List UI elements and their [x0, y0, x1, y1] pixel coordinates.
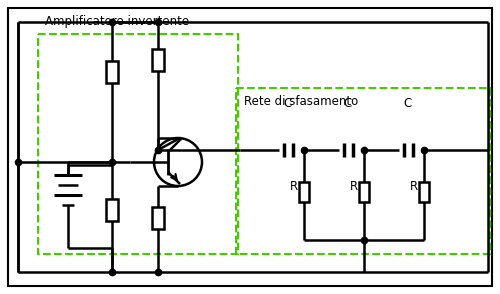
Text: C: C [284, 97, 292, 110]
Text: Rete di sfasamento: Rete di sfasamento [244, 95, 358, 108]
Text: Amplificatore invertente: Amplificatore invertente [45, 15, 189, 28]
Bar [106, 61, 118, 83]
Bar [299, 182, 309, 202]
Text: R: R [350, 180, 358, 193]
Bar [152, 49, 164, 71]
Bar [38, 34, 238, 254]
Text: R: R [290, 180, 298, 193]
Bar [152, 207, 164, 229]
Bar [236, 88, 490, 254]
Bar [419, 182, 429, 202]
Text: C: C [404, 97, 412, 110]
Bar [106, 199, 118, 221]
Text: C: C [344, 97, 352, 110]
Text: R: R [410, 180, 418, 193]
Bar [359, 182, 369, 202]
